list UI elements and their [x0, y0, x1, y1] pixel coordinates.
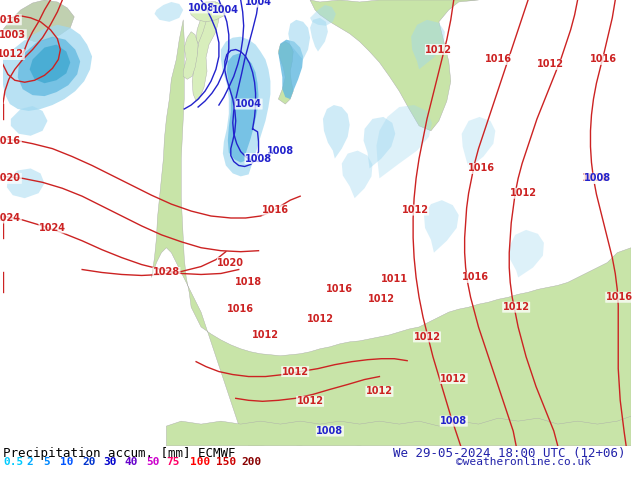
Polygon shape [377, 105, 432, 178]
Polygon shape [342, 150, 373, 198]
Text: 1016: 1016 [0, 15, 22, 25]
Polygon shape [189, 2, 227, 22]
Polygon shape [509, 230, 544, 277]
Text: 1016: 1016 [327, 284, 353, 294]
Text: 1008: 1008 [440, 416, 467, 426]
Text: We 29-05-2024 18:00 UTC (12+06): We 29-05-2024 18:00 UTC (12+06) [393, 447, 626, 460]
Text: 40: 40 [125, 457, 138, 466]
Text: 1011: 1011 [381, 274, 408, 284]
Text: 1012: 1012 [0, 49, 24, 59]
Text: 10: 10 [60, 457, 74, 466]
Text: 30: 30 [103, 457, 117, 466]
Text: 1018: 1018 [235, 277, 262, 288]
Polygon shape [11, 106, 48, 136]
Polygon shape [152, 20, 631, 446]
Polygon shape [310, 5, 336, 26]
Text: 1020: 1020 [0, 173, 22, 183]
Text: 100: 100 [190, 457, 210, 466]
Text: 1008: 1008 [316, 426, 344, 436]
Text: 1016: 1016 [0, 136, 22, 146]
Text: ©weatheronline.co.uk: ©weatheronline.co.uk [456, 457, 592, 466]
Text: 1012: 1012 [368, 294, 395, 304]
Polygon shape [3, 25, 92, 111]
Text: 1012: 1012 [510, 188, 536, 198]
Text: 1012: 1012 [440, 373, 467, 384]
Polygon shape [310, 18, 328, 51]
Polygon shape [411, 20, 445, 70]
Polygon shape [7, 169, 44, 198]
Text: 1008: 1008 [267, 146, 294, 156]
Polygon shape [3, 0, 74, 42]
Text: 1016: 1016 [485, 54, 512, 65]
Polygon shape [192, 5, 219, 101]
Text: 1012: 1012 [425, 45, 453, 54]
Text: 1016: 1016 [582, 173, 609, 183]
Text: 1024: 1024 [0, 213, 22, 223]
Polygon shape [196, 2, 216, 44]
Text: 1012: 1012 [413, 332, 441, 342]
Text: 1016: 1016 [468, 164, 495, 173]
Text: 1012: 1012 [306, 314, 333, 324]
Polygon shape [278, 40, 303, 99]
Text: 1012: 1012 [503, 302, 529, 312]
Text: 1003: 1003 [0, 30, 26, 40]
Polygon shape [363, 117, 395, 169]
Text: 1008: 1008 [584, 173, 611, 183]
Text: 1004: 1004 [212, 5, 240, 15]
Polygon shape [278, 42, 293, 104]
Text: 1012: 1012 [538, 59, 564, 70]
Text: 1012: 1012 [297, 396, 323, 406]
Text: 1024: 1024 [39, 223, 66, 233]
Text: 1008: 1008 [188, 3, 215, 13]
Polygon shape [288, 20, 310, 59]
Polygon shape [424, 200, 458, 253]
Text: 0.5: 0.5 [3, 457, 23, 466]
Text: 200: 200 [241, 457, 261, 466]
Polygon shape [155, 2, 183, 22]
Text: 1016: 1016 [262, 205, 289, 215]
Polygon shape [227, 53, 259, 163]
Text: 20: 20 [82, 457, 96, 466]
Text: 1016: 1016 [462, 272, 489, 282]
Polygon shape [310, 0, 479, 131]
Polygon shape [18, 37, 80, 96]
Text: Precipitation accum. [mm] ECMWF: Precipitation accum. [mm] ECMWF [3, 447, 236, 460]
Text: 1016: 1016 [227, 304, 254, 314]
Text: 150: 150 [216, 457, 236, 466]
Polygon shape [462, 117, 495, 169]
Text: 1012: 1012 [366, 387, 393, 396]
Text: 1008: 1008 [245, 153, 272, 164]
Polygon shape [183, 32, 198, 79]
Text: 1028: 1028 [153, 268, 180, 277]
Text: 1012: 1012 [281, 367, 309, 377]
Text: 1004: 1004 [245, 0, 272, 7]
Text: 1020: 1020 [217, 258, 244, 268]
Text: 1012: 1012 [401, 205, 429, 215]
Polygon shape [221, 37, 271, 176]
Text: 50: 50 [146, 457, 159, 466]
Text: 1016: 1016 [590, 54, 617, 65]
Text: 75: 75 [167, 457, 180, 466]
Polygon shape [323, 105, 350, 159]
Polygon shape [30, 45, 70, 83]
Text: 1016: 1016 [605, 292, 633, 302]
Text: 2: 2 [27, 457, 34, 466]
Text: 1004: 1004 [235, 99, 262, 109]
Text: 5: 5 [43, 457, 50, 466]
Text: 1012: 1012 [252, 330, 279, 340]
Polygon shape [166, 416, 631, 446]
